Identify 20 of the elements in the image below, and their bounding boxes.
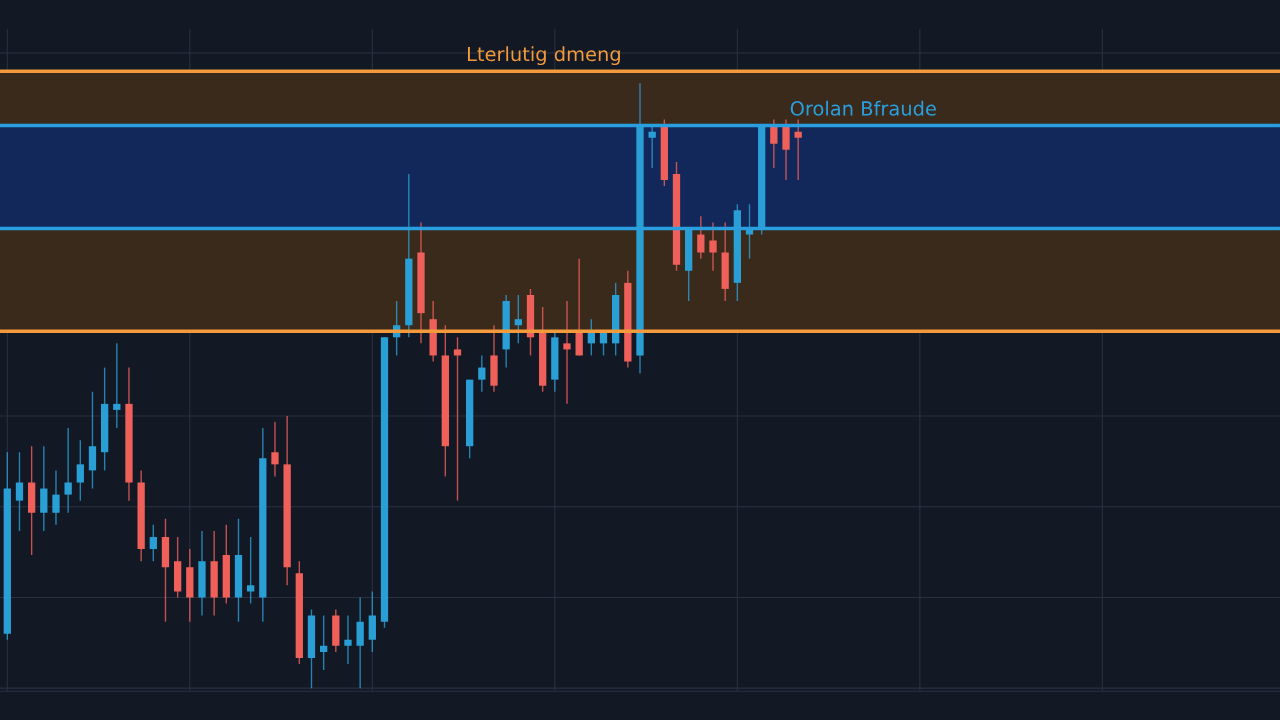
ref-line-label: Orolan Bfraude — [790, 100, 936, 116]
candlestick — [344, 614, 352, 665]
candlestick — [514, 294, 522, 345]
candlestick — [770, 118, 778, 169]
candlestick — [15, 451, 24, 532]
candlestick — [794, 118, 802, 181]
candlestick — [52, 469, 60, 526]
candlestick — [149, 524, 157, 562]
candlestick — [247, 536, 255, 605]
candlestick — [453, 336, 462, 502]
candlestick — [271, 421, 279, 478]
candlestick — [64, 427, 72, 514]
candlestick — [113, 342, 121, 429]
candlestick — [320, 614, 328, 671]
candlestick — [76, 439, 84, 502]
candlestick — [478, 354, 486, 393]
ref-line-label: Lterlutig dmeng — [467, 46, 620, 66]
candlestick — [563, 300, 571, 405]
candlestick — [709, 221, 717, 272]
candlestick — [697, 215, 705, 260]
